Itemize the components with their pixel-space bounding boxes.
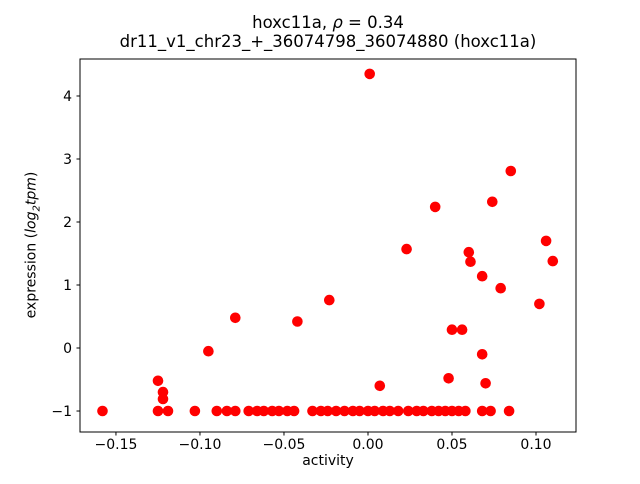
x-tick-label: 0.05 [436, 437, 467, 453]
data-point [505, 165, 517, 177]
y-tick-label: −1 [51, 404, 72, 420]
data-point [243, 405, 254, 417]
plot-area-border [79, 58, 577, 433]
data-point [540, 235, 552, 247]
data-point [339, 405, 350, 417]
data-point [97, 405, 108, 417]
title-gene: hoxc11a, [252, 13, 333, 32]
x-tick-label: −0.10 [179, 437, 222, 453]
data-point [203, 345, 214, 357]
chart-subtitle: dr11_v1_chr23_+_36074798_36074880 (hoxc1… [119, 32, 537, 51]
y-axis-label-text: expression (log2tpm) [23, 171, 43, 319]
data-point [418, 405, 429, 417]
data-point [258, 405, 270, 417]
x-tick-label: −0.05 [263, 437, 306, 453]
data-point [330, 405, 342, 417]
data-point [374, 380, 386, 392]
data-point [230, 312, 241, 324]
data-point [230, 405, 241, 417]
data-point [429, 201, 441, 213]
data-point [162, 405, 174, 417]
y-tick-label: 0 [63, 341, 72, 357]
y-tick-label: 3 [63, 152, 72, 168]
data-point [465, 256, 476, 268]
data-point [495, 282, 507, 294]
data-point [307, 405, 318, 417]
data-point [480, 378, 491, 389]
data-point [476, 270, 488, 282]
data-point [221, 405, 233, 417]
title-rho-value: = 0.34 [342, 13, 404, 32]
data-point [157, 393, 169, 405]
data-point [292, 316, 303, 327]
data-point [152, 405, 164, 417]
y-tick-label: 4 [63, 89, 72, 105]
data-point [364, 68, 376, 80]
data-point [443, 373, 454, 384]
data-point [369, 405, 381, 417]
data-point [547, 255, 559, 267]
data-point [152, 375, 164, 387]
data-point [189, 405, 201, 417]
data-point [487, 196, 498, 208]
data-point [211, 405, 223, 417]
x-tick-label: −0.15 [95, 437, 138, 453]
data-point [322, 405, 334, 417]
data-point [288, 405, 300, 417]
data-point [476, 349, 488, 360]
data-point [476, 405, 488, 417]
data-point [534, 298, 545, 310]
data-point [401, 243, 412, 255]
x-tick-label: 0.00 [352, 437, 383, 453]
x-axis-label: activity [302, 453, 354, 469]
y-tick-label: 1 [63, 278, 72, 294]
y-tick-label: 2 [63, 215, 72, 231]
data-point [446, 324, 458, 336]
data-point [463, 246, 475, 258]
data-point [403, 405, 414, 417]
data-point [392, 405, 404, 417]
chart-title: hoxc11a, ρ = 0.34 [80, 13, 576, 32]
data-point [324, 294, 335, 306]
data-point [456, 324, 468, 336]
data-point [485, 405, 496, 417]
data-point [354, 405, 365, 417]
data-point [384, 405, 396, 417]
data-point [503, 405, 515, 417]
x-tick-label: 0.10 [520, 437, 551, 453]
chart-title-block: hoxc11a, ρ = 0.34 dr11_v1_chr23_+_360747… [80, 13, 576, 51]
data-point [273, 405, 285, 417]
data-point [460, 405, 471, 417]
title-rho-symbol: ρ [332, 13, 343, 32]
